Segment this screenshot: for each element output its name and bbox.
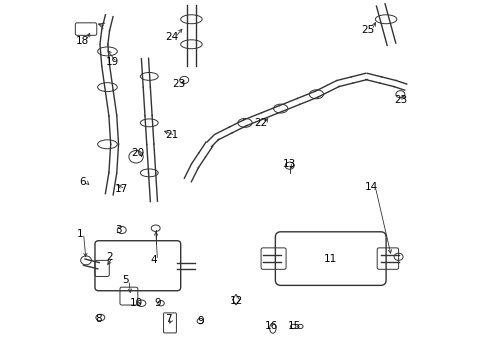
Text: 1: 1 — [76, 229, 83, 239]
Text: 23: 23 — [172, 78, 186, 89]
Text: 22: 22 — [254, 118, 268, 128]
Text: 12: 12 — [229, 296, 243, 306]
Text: 10: 10 — [129, 298, 143, 308]
Text: 5: 5 — [122, 275, 129, 285]
Text: 11: 11 — [324, 253, 337, 264]
Text: 9: 9 — [197, 316, 204, 326]
Text: 21: 21 — [165, 130, 178, 140]
Text: 19: 19 — [106, 57, 120, 67]
Text: 23: 23 — [394, 95, 407, 105]
Text: 4: 4 — [150, 255, 157, 265]
Text: 16: 16 — [265, 321, 278, 332]
Text: 9: 9 — [154, 298, 161, 308]
Text: 6: 6 — [79, 177, 86, 187]
Text: 15: 15 — [288, 321, 301, 332]
Text: 25: 25 — [362, 25, 375, 35]
Text: 3: 3 — [115, 225, 122, 235]
Text: 24: 24 — [165, 32, 178, 42]
Text: 18: 18 — [76, 36, 89, 46]
Text: 17: 17 — [115, 184, 128, 194]
Text: 13: 13 — [283, 159, 296, 169]
Text: 8: 8 — [95, 314, 102, 324]
Text: 2: 2 — [106, 252, 113, 262]
Text: 20: 20 — [131, 148, 145, 158]
Text: 14: 14 — [365, 182, 378, 192]
Text: 7: 7 — [165, 314, 172, 324]
